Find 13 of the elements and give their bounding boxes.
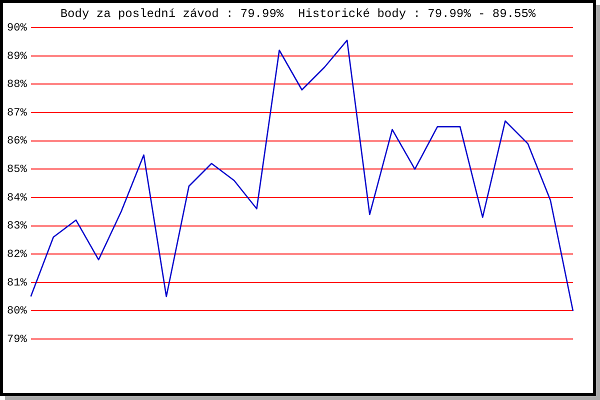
y-tick-label: 86%	[6, 136, 28, 148]
chart-title: Body za poslední závod : 79.99% Historické body : 79.99% - 89.55%	[59, 7, 537, 21]
y-tick-label: 81%	[6, 277, 28, 290]
y-tick-label: 89%	[6, 50, 28, 63]
y-tick-label: 82%	[6, 248, 28, 261]
y-tick-label: 90%	[6, 22, 28, 35]
y-tick-label: 83%	[6, 220, 28, 233]
y-tick-label: 87%	[6, 107, 28, 120]
y-tick-label: 84%	[6, 192, 28, 204]
y-tick-label: 80%	[6, 306, 28, 318]
y-tick-label: 85%	[6, 164, 28, 176]
y-tick-label: 88%	[6, 79, 28, 92]
y-tick-label: 79%	[6, 334, 28, 346]
